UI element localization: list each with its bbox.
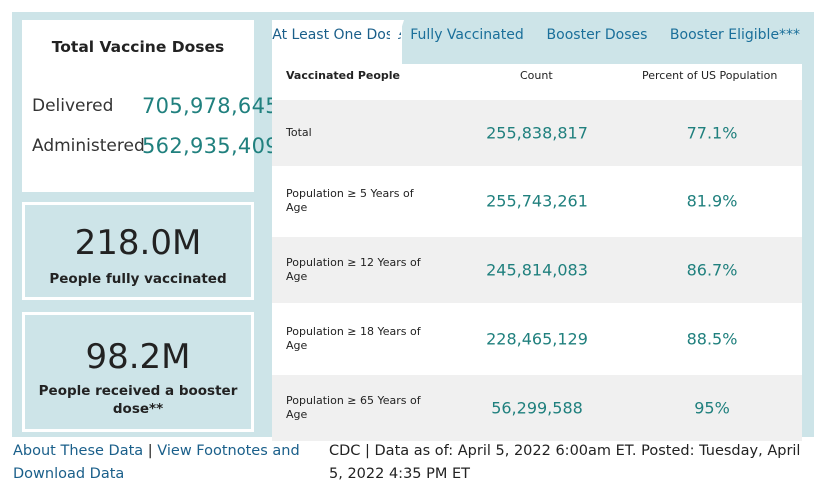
- footer-links: About These Data | View Footnotes and Do…: [13, 440, 313, 486]
- footer-separator: |: [147, 443, 153, 459]
- about-data-link[interactable]: About These Data: [13, 443, 144, 459]
- delivered-row: Delivered 705,978,645: [32, 94, 279, 122]
- row-count: 255,838,817: [486, 123, 588, 143]
- vaccinated-people-table: Vaccinated People Count Percent of US Po…: [272, 64, 802, 441]
- view-footnotes-link[interactable]: View Footnotes and Download Data: [13, 443, 300, 482]
- booster-value: 98.2M: [85, 337, 191, 377]
- row-percent: 86.7%: [686, 260, 738, 280]
- vaccination-tabs: At Least One Dose Fully Vaccinated Boost…: [272, 20, 808, 64]
- table-row: Population ≥ 5 Years of Age 255,743,261 …: [272, 168, 802, 234]
- fully-vaccinated-card: 218.0M People fully vaccinated: [22, 202, 254, 300]
- vaccination-dashboard: Total Vaccine Doses Delivered 705,978,64…: [12, 12, 814, 441]
- tab-fully-vaccinated[interactable]: Fully Vaccinated: [410, 27, 524, 43]
- row-percent: 95%: [694, 398, 730, 418]
- tab-booster-eligible[interactable]: Booster Eligible***: [669, 27, 801, 43]
- row-count: 56,299,588: [491, 398, 583, 418]
- row-percent: 88.5%: [686, 329, 738, 349]
- row-label: Total: [286, 126, 312, 139]
- active-tab-notch: [390, 20, 404, 64]
- delivered-label: Delivered: [32, 96, 114, 116]
- table-row: Population ≥ 18 Years of Age 228,465,129…: [272, 306, 802, 372]
- row-count: 245,814,083: [486, 260, 588, 280]
- table-row: Population ≥ 65 Years of Age 56,299,588 …: [272, 375, 802, 441]
- administered-value: 562,935,409: [142, 134, 279, 158]
- header-percent: Percent of US Population: [642, 69, 778, 82]
- table-row: Total 255,838,817 77.1%: [272, 100, 802, 166]
- fully-vaccinated-value: 218.0M: [74, 223, 202, 263]
- total-doses-title: Total Vaccine Doses: [51, 38, 225, 56]
- booster-card: 98.2M People received a booster dose**: [22, 312, 254, 432]
- row-count: 255,743,261: [486, 191, 588, 211]
- booster-label: People received a booster dose**: [38, 383, 238, 417]
- administered-row: Administered 562,935,409: [32, 134, 279, 162]
- tab-booster-doses[interactable]: Booster Doses: [546, 27, 648, 43]
- table-header: Vaccinated People Count Percent of US Po…: [272, 64, 802, 86]
- header-vaccinated-people: Vaccinated People: [286, 69, 401, 82]
- row-percent: 81.9%: [686, 191, 738, 211]
- row-count: 228,465,129: [486, 329, 588, 349]
- row-label: Population ≥ 12 Years of Age: [286, 256, 421, 283]
- data-source-note: CDC | Data as of: April 5, 2022 6:00am E…: [329, 443, 801, 482]
- row-label: Population ≥ 5 Years of Age: [286, 187, 414, 214]
- row-label: Population ≥ 18 Years of Age: [286, 325, 421, 352]
- fully-vaccinated-label: People fully vaccinated: [49, 271, 227, 287]
- header-count: Count: [520, 69, 553, 82]
- row-percent: 77.1%: [686, 123, 738, 143]
- row-label: Population ≥ 65 Years of Age: [286, 394, 421, 421]
- delivered-value: 705,978,645: [142, 94, 279, 118]
- administered-label: Administered: [32, 136, 145, 156]
- tab-at-least-one-dose[interactable]: At Least One Dose: [272, 20, 402, 64]
- table-row: Population ≥ 12 Years of Age 245,814,083…: [272, 237, 802, 303]
- total-doses-card: Total Vaccine Doses Delivered 705,978,64…: [22, 20, 279, 192]
